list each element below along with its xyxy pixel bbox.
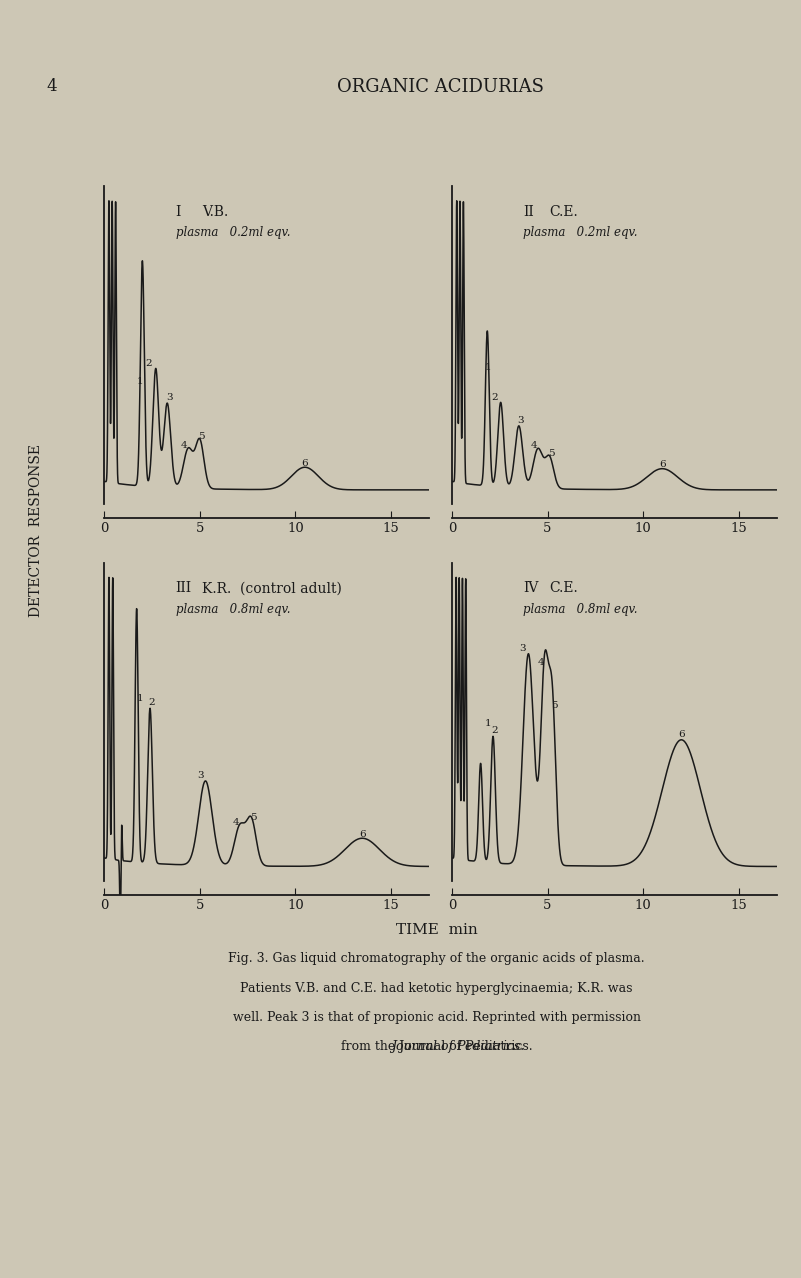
Text: 6: 6 [359, 829, 365, 838]
Text: 6: 6 [659, 460, 666, 469]
Text: plasma   0.8ml eqv.: plasma 0.8ml eqv. [175, 602, 290, 616]
Text: Patients V.B. and C.E. had ketotic hyperglycinaemia; K.R. was: Patients V.B. and C.E. had ketotic hyper… [240, 982, 633, 994]
Text: plasma   0.8ml eqv.: plasma 0.8ml eqv. [523, 602, 638, 616]
Text: 2: 2 [146, 359, 152, 368]
Text: 5: 5 [199, 432, 205, 441]
Text: 2: 2 [149, 699, 155, 708]
Text: I: I [175, 204, 181, 219]
Text: K.R.  (control adult): K.R. (control adult) [202, 581, 341, 596]
Text: 3: 3 [197, 771, 204, 780]
Text: 1: 1 [485, 363, 491, 372]
Text: 5: 5 [250, 813, 256, 822]
Text: DETECTOR  RESPONSE: DETECTOR RESPONSE [29, 443, 43, 617]
Text: 2: 2 [492, 726, 498, 735]
Text: 1: 1 [485, 718, 491, 727]
Text: plasma   0.2ml eqv.: plasma 0.2ml eqv. [175, 226, 290, 239]
Text: V.B.: V.B. [202, 204, 228, 219]
Text: well. Peak 3 is that of propionic acid. Reprinted with permission: well. Peak 3 is that of propionic acid. … [232, 1011, 641, 1024]
Text: 5: 5 [548, 450, 554, 459]
Text: IV: IV [523, 581, 539, 596]
Text: 4: 4 [537, 658, 544, 667]
Text: Journal of Pediatrics.: Journal of Pediatrics. [392, 1040, 525, 1053]
Text: 1: 1 [137, 377, 143, 386]
Text: 4: 4 [46, 78, 58, 96]
Text: 3: 3 [519, 644, 526, 653]
Text: 4: 4 [233, 818, 239, 827]
Text: 4: 4 [531, 441, 537, 450]
Text: 1: 1 [137, 694, 143, 703]
Text: 4: 4 [181, 441, 187, 450]
Text: TIME  min: TIME min [396, 924, 477, 937]
Text: III: III [175, 581, 191, 596]
Text: 3: 3 [166, 394, 172, 403]
Text: plasma   0.2ml eqv.: plasma 0.2ml eqv. [523, 226, 638, 239]
Text: 5: 5 [551, 700, 557, 709]
Text: II: II [523, 204, 534, 219]
Text: 6: 6 [302, 459, 308, 468]
Text: 6: 6 [678, 730, 685, 739]
Text: Fig. 3. Gas liquid chromatography of the organic acids of plasma.: Fig. 3. Gas liquid chromatography of the… [228, 952, 645, 965]
Text: C.E.: C.E. [549, 204, 578, 219]
Text: 2: 2 [492, 392, 498, 401]
Text: C.E.: C.E. [549, 581, 578, 596]
Text: 3: 3 [517, 417, 524, 426]
Text: from the Journal of Pediatrics.: from the Journal of Pediatrics. [340, 1040, 533, 1053]
Text: ORGANIC ACIDURIAS: ORGANIC ACIDURIAS [337, 78, 544, 96]
